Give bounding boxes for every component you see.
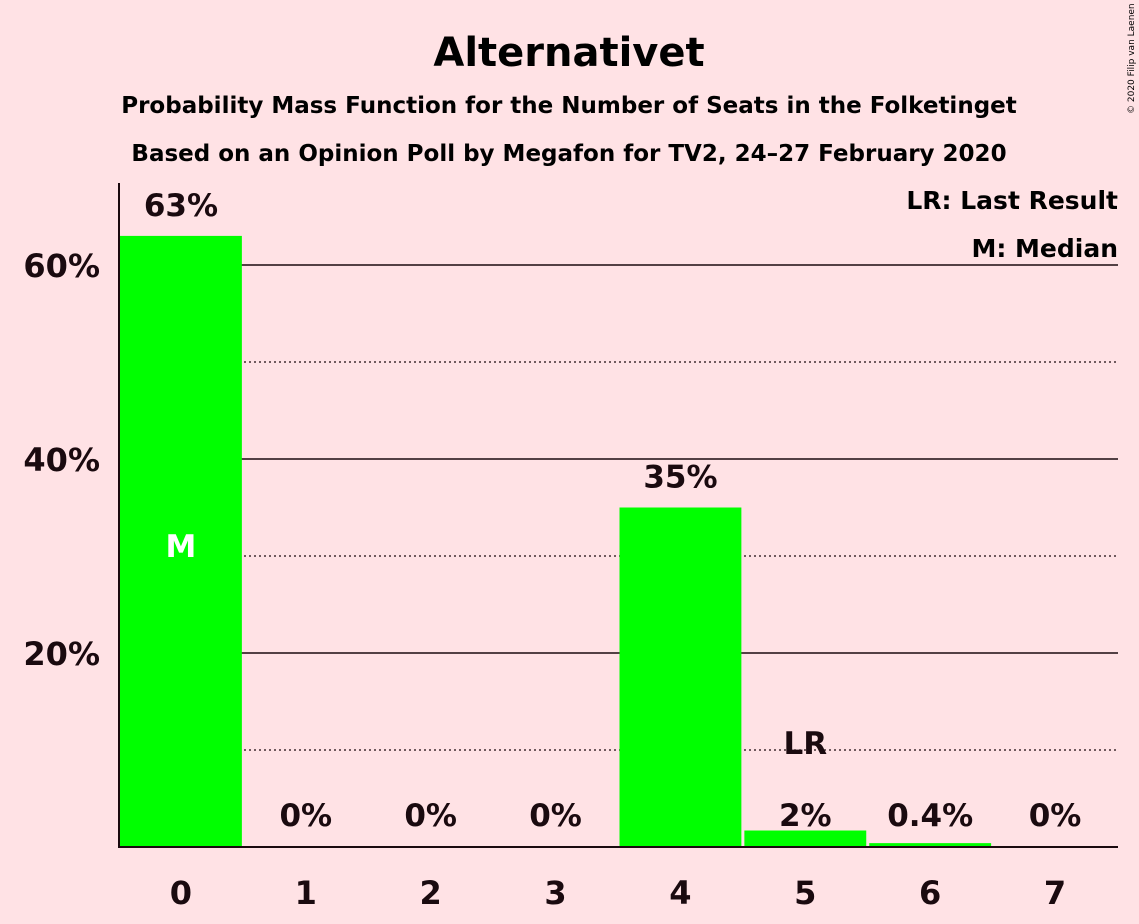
x-tick-label-2: 2 [420,874,442,912]
data-label-6: 0.4% [887,798,973,834]
grid-lines [119,264,1118,751]
bars-group [120,235,992,847]
y-tick-label-60: 60% [23,247,100,285]
x-tick-label-4: 4 [669,874,691,912]
x-tick-label-6: 6 [919,874,941,912]
copyright-text: © 2020 Filip van Laenen [1127,3,1137,114]
y-tick-label-40: 40% [23,441,100,479]
chart-title: Alternativet [433,30,704,76]
data-label-4: 35% [643,460,717,496]
x-tick-label-7: 7 [1044,874,1066,912]
x-tick-label-3: 3 [544,874,566,912]
data-label-7: 0% [1029,798,1082,834]
x-tick-label-0: 0 [170,874,192,912]
chart-subtitle: Probability Mass Function for the Number… [121,93,1017,119]
legend-last-result: LR: Last Result [906,186,1118,215]
chart-subtitle-2: Based on an Opinion Poll by Megafon for … [131,141,1006,167]
bar-0 [120,235,242,847]
legend-median: M: Median [971,234,1118,263]
bar-5 [744,830,867,847]
bar-6 [869,843,992,847]
last-result-marker: LR [784,726,828,762]
data-label-2: 0% [404,798,457,834]
data-label-5: 2% [779,798,832,834]
data-labels-group: 63% 0% 0% 0% 35% 2% 0.4% 0% M LR [144,188,1082,834]
y-axis: 20% 40% 60% [23,183,120,848]
data-label-1: 0% [279,798,332,834]
x-axis: 0 1 2 3 4 5 6 7 [119,846,1118,912]
data-label-0: 63% [144,188,218,224]
y-tick-label-20: 20% [23,635,100,673]
bar-4 [619,507,742,847]
x-tick-label-1: 1 [295,874,317,912]
data-label-3: 0% [529,798,582,834]
median-marker: M [166,529,197,565]
x-tick-label-5: 5 [794,874,816,912]
